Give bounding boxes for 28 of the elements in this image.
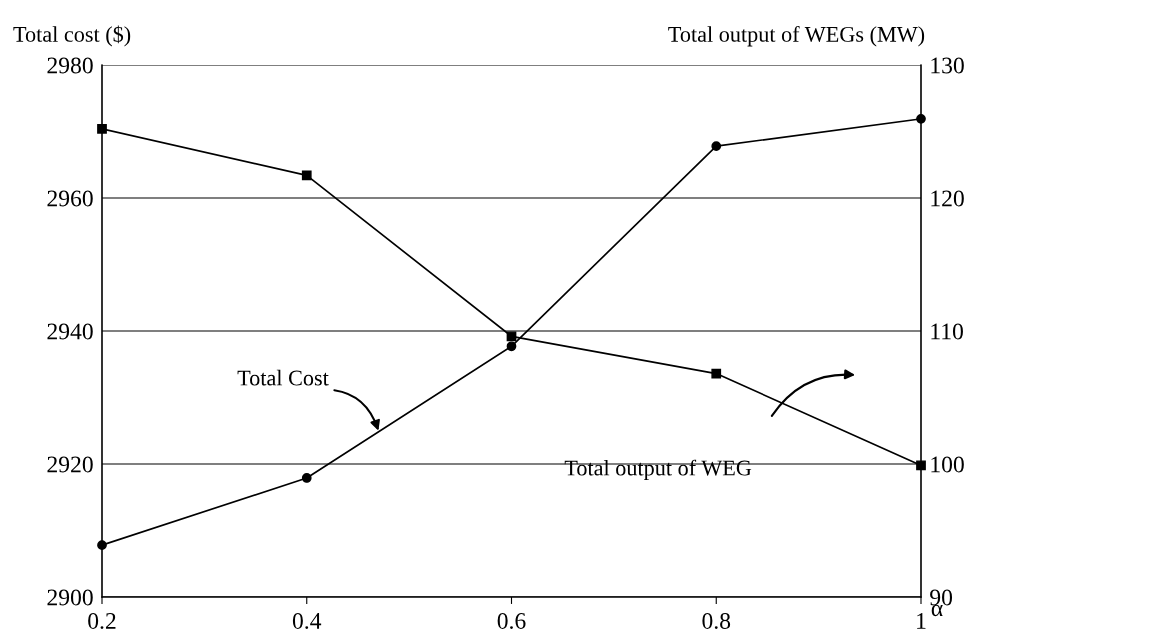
point xyxy=(711,141,722,151)
y2-tick-label: 100 xyxy=(931,456,964,473)
point xyxy=(506,331,517,342)
point xyxy=(301,170,312,181)
point xyxy=(506,341,517,352)
point xyxy=(301,473,312,483)
y-tick-label: 2920 xyxy=(47,456,93,473)
y2-axis-title: Total output of WEGs (MW) xyxy=(668,26,925,47)
y2-tick-label: 110 xyxy=(931,323,963,340)
annotation: Total Cost xyxy=(237,369,329,386)
x-tick-label: 0.4 xyxy=(292,612,322,629)
y-tick-label: 2960 xyxy=(47,190,93,207)
x-axis-title: α xyxy=(931,604,943,617)
annotation: Total output of WEG xyxy=(564,459,752,481)
x-tick-label: 0.8 xyxy=(702,612,731,629)
x-tick-label: 0.2 xyxy=(88,612,116,629)
y-axis-title: Total cost ($) xyxy=(13,25,131,47)
y2-tick-label: 120 xyxy=(931,190,964,207)
y-tick-label: 2940 xyxy=(47,323,93,340)
x-tick-label: 1 xyxy=(917,613,926,629)
point xyxy=(916,460,926,471)
point xyxy=(711,368,722,379)
y2-tick-label: 130 xyxy=(931,57,964,74)
y-tick-label: 2900 xyxy=(47,589,93,606)
y2-tick-label: 90 xyxy=(930,589,953,606)
x-tick-label: 0.6 xyxy=(497,612,526,629)
point xyxy=(97,123,107,134)
y-tick-label: 2980 xyxy=(47,57,93,74)
